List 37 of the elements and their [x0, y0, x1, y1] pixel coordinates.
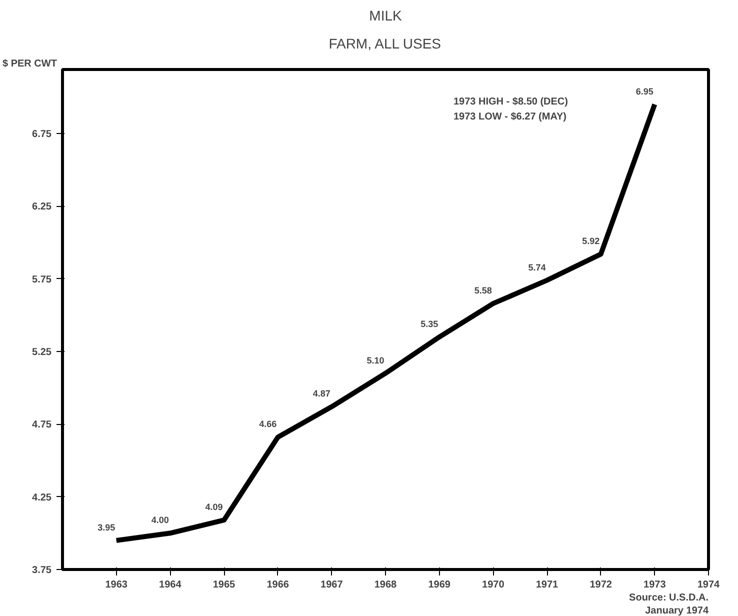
annotation: 1973 HIGH - $8.50 (DEC) [454, 96, 568, 108]
x-tick-label: 1968 [374, 580, 398, 590]
data-label: 4.87 [312, 388, 330, 399]
y-tick-label: 5.25 [32, 346, 52, 358]
x-tick-label: 1963 [105, 580, 128, 590]
x-tick-label: 1967 [320, 580, 344, 590]
y-tick-label: 5.75 [32, 274, 52, 286]
y-axis-title: $ PER CWT [2, 58, 57, 70]
data-label: 5.74 [528, 262, 546, 272]
data-label: 3.95 [98, 522, 116, 532]
chart-subtitle: FARM, ALL USES [328, 36, 442, 52]
data-label: 5.58 [474, 286, 492, 296]
chart-title: MILK [369, 8, 402, 24]
data-label: 6.95 [636, 86, 654, 96]
y-tick-label: 4.75 [32, 420, 52, 431]
x-tick-label: 1966 [266, 580, 290, 590]
text: January 1974 [645, 606, 709, 616]
x-tick-label: 1973 [644, 580, 666, 590]
data-label: 5.35 [420, 318, 438, 329]
annotation: 1973 LOW - $6.27 (MAY) [454, 112, 567, 122]
y-tick-label: 6.75 [32, 128, 52, 140]
x-tick-label: 1969 [428, 580, 451, 590]
x-tick-label: 1974 [697, 580, 720, 590]
x-tick-label: 1970 [482, 580, 505, 590]
y-tick-label: 6.25 [32, 202, 52, 213]
data-label: 4.66 [259, 419, 277, 430]
data-label: 4.00 [151, 515, 169, 526]
data-label: 5.10 [366, 355, 384, 366]
y-tick-label: 4.25 [32, 492, 52, 504]
x-tick-label: 1965 [212, 580, 236, 590]
x-tick-label: 1971 [536, 580, 559, 590]
source-note: Source: U.S.D.A. [629, 592, 709, 604]
x-tick-label: 1964 [159, 580, 182, 590]
data-label: 4.09 [205, 502, 223, 512]
x-tick-label: 1972 [590, 580, 612, 590]
y-tick-label: 3.75 [32, 565, 52, 576]
data-label: 5.92 [582, 236, 600, 246]
